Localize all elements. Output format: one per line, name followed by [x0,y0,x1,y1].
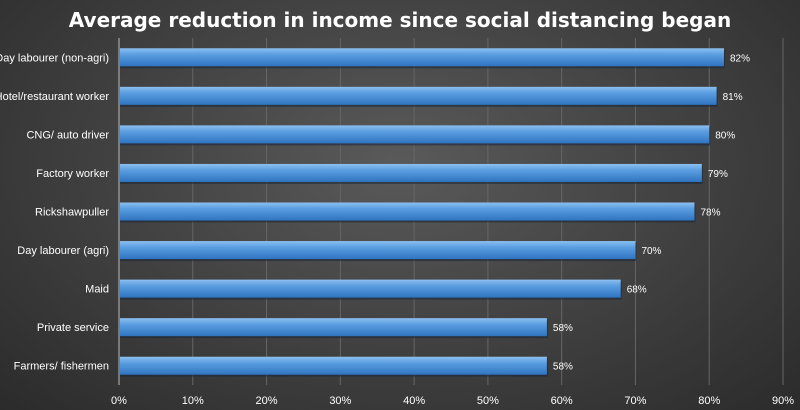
bar [120,279,621,298]
value-label: 58% [553,323,573,334]
bar [120,125,710,144]
category-label: Day labourer (agri) [17,245,109,257]
category-label: Day labourer (non-agri) [0,52,109,64]
x-tick-label: 80% [698,395,720,407]
category-label: Factory worker [36,168,109,180]
value-label: 82% [730,53,750,64]
bar [120,241,636,260]
value-label: 58% [553,362,573,373]
chart-title: Average reduction in income since social… [68,8,732,32]
bar [120,202,695,221]
category-label: Private service [37,322,109,334]
bar [120,318,547,337]
x-tick-label: 90% [772,395,794,407]
value-label: 81% [723,92,743,103]
value-label: 79% [708,169,728,180]
category-label: Farmers/ fishermen [14,361,109,373]
x-tick-label: 10% [182,395,204,407]
category-label: Hotel/restaurant worker [0,91,109,103]
category-label: Rickshawpuller [35,207,109,219]
category-label: CNG/ auto driver [26,129,109,141]
bar [120,86,717,105]
value-label: 68% [627,285,647,296]
value-label: 78% [700,208,720,219]
x-tick-label: 40% [403,395,425,407]
bar [120,48,724,67]
x-tick-label: 0% [111,395,127,407]
bar [120,356,547,375]
x-tick-label: 30% [329,395,351,407]
value-label: 70% [641,246,661,257]
category-label: Maid [85,284,109,296]
x-tick-label: 60% [551,395,573,407]
x-tick-label: 50% [477,395,499,407]
bar [120,163,702,182]
x-tick-label: 20% [256,395,278,407]
value-label: 80% [715,130,735,141]
x-tick-label: 70% [624,395,646,407]
